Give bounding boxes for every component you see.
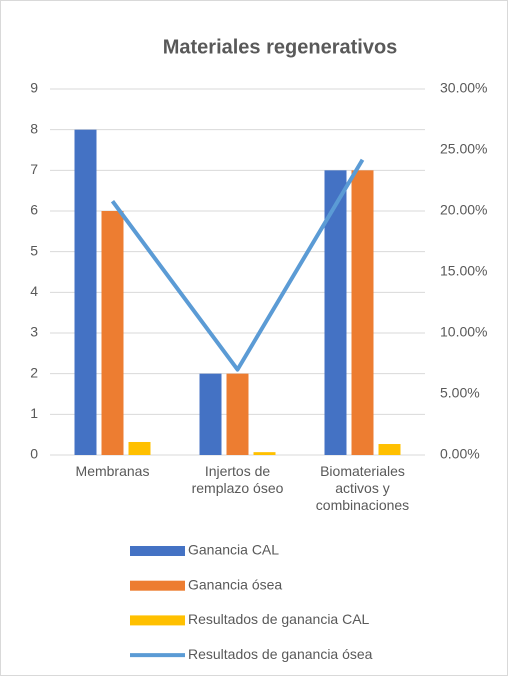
chart-title: Materiales regenerativos: [163, 36, 398, 58]
legend-label: Resultados de ganancia CAL: [188, 611, 370, 627]
line: [110, 158, 365, 372]
y2-tick-label: 10.00%: [440, 324, 487, 340]
bar: [253, 452, 276, 455]
y2-tick-label: 5.00%: [440, 385, 480, 401]
y-tick-label: 9: [30, 80, 38, 96]
y2-tick-label: 15.00%: [440, 263, 487, 279]
bar: [101, 211, 124, 455]
bar: [378, 444, 401, 455]
y-tick-label: 7: [30, 161, 38, 177]
y-tick-label: 0: [30, 446, 38, 462]
legend-label: Ganancia CAL: [188, 542, 279, 558]
legend-swatch: [130, 580, 185, 591]
y-tick-label: 5: [30, 242, 38, 258]
x-tick-label: Biomateriales activos y combinaciones: [315, 463, 410, 513]
x-tick-label: Injertos de remplazo óseo: [191, 463, 284, 496]
legend-label: Resultados de ganancia ósea: [188, 646, 373, 662]
y2-tick-label: 30.00%: [440, 80, 487, 96]
x-tick-label: Membranas: [75, 463, 150, 479]
bar: [226, 373, 249, 455]
y-tick-label: 3: [30, 324, 38, 340]
bar: [128, 441, 151, 455]
legend-label: Ganancia ósea: [188, 576, 282, 592]
bar: [199, 373, 222, 455]
y-tick-label: 2: [30, 364, 38, 380]
y2-tick-label: 0.00%: [440, 446, 480, 462]
y-tick-label: 8: [30, 120, 38, 136]
y-tick-label: 4: [30, 283, 38, 299]
bar: [324, 170, 347, 456]
y2-tick-label: 25.00%: [440, 141, 487, 157]
y-tick-label: 1: [30, 405, 38, 421]
bar: [351, 170, 374, 456]
y-tick-label: 6: [30, 202, 38, 218]
bar: [74, 129, 97, 455]
legend-swatch: [130, 546, 185, 556]
legend-swatch: [130, 615, 185, 626]
y2-tick-label: 20.00%: [440, 202, 487, 218]
